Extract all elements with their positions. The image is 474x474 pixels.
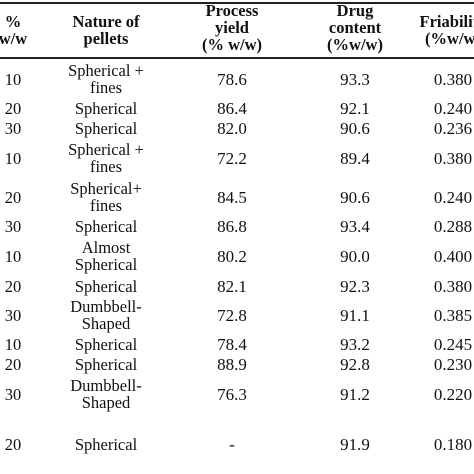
header-percent-ww: % w/w	[0, 12, 28, 48]
table-row: 20 Spherical 82.1 92.3 0.380	[0, 276, 474, 296]
table-row: 10 Spherical + fines 78.6 93.3 0.380	[0, 60, 474, 98]
cell-percent-ww: 30	[4, 384, 22, 404]
cell-percent-ww: 20	[4, 354, 22, 374]
cell-percent-ww: 20	[4, 276, 22, 296]
cell-percent-ww: 20	[4, 98, 22, 118]
cell-friability: 0.230	[433, 354, 473, 374]
cell-process-yield: 82.0	[217, 118, 247, 138]
cell-friability: 0.288	[433, 216, 473, 236]
header-process-yield: Process yield (% w/w)	[201, 0, 263, 54]
cell-nature-of-pellets: Spherical	[74, 276, 138, 296]
cell-friability: 0.220	[433, 384, 473, 404]
cell-friability: 0.400	[433, 246, 473, 266]
cell-nature-of-pellets: Spherical+ fines	[70, 179, 142, 215]
table-row: 10 Spherical 78.4 93.2 0.245	[0, 334, 474, 354]
cell-drug-content: 92.8	[340, 354, 370, 374]
header-nature-of-pellets: Nature of pellets	[72, 12, 140, 48]
cell-drug-content: 90.0	[340, 246, 370, 266]
cell-percent-ww: 10	[4, 246, 22, 266]
cell-drug-content: 93.3	[340, 69, 370, 89]
cell-process-yield: 78.6	[217, 69, 247, 89]
cell-nature-of-pellets: Dumbbell- Shaped	[70, 376, 142, 412]
cell-drug-content: 90.6	[340, 118, 370, 138]
cell-percent-ww: 20	[4, 434, 22, 454]
table-row: 20 Spherical - 91.9 0.180	[0, 414, 474, 474]
cell-drug-content: 89.4	[340, 148, 370, 168]
cell-nature-of-pellets: Spherical	[74, 354, 138, 374]
cell-nature-of-pellets: Almost Spherical	[74, 238, 138, 274]
cell-percent-ww: 10	[4, 334, 22, 354]
table-row: 20 Spherical 88.9 92.8 0.230	[0, 354, 474, 374]
cell-percent-ww: 30	[4, 216, 22, 236]
cell-nature-of-pellets: Spherical + fines	[68, 61, 144, 97]
cell-friability: 0.240	[433, 98, 473, 118]
table-row: 30 Dumbbell- Shaped 76.3 91.2 0.220	[0, 374, 474, 414]
table-row: 30 Spherical 82.0 90.6 0.236	[0, 118, 474, 138]
cell-nature-of-pellets: Spherical	[74, 434, 138, 454]
cell-friability: 0.380	[433, 148, 473, 168]
cell-percent-ww: 30	[4, 118, 22, 138]
table-row: 20 Spherical+ fines 84.5 90.6 0.240	[0, 178, 474, 216]
cell-drug-content: 92.1	[340, 98, 370, 118]
cell-process-yield: -	[229, 434, 235, 454]
cell-friability: 0.180	[433, 434, 473, 454]
table-row: 30 Dumbbell- Shaped 72.8 91.1 0.385	[0, 296, 474, 334]
cell-friability: 0.380	[433, 69, 473, 89]
cell-process-yield: 78.4	[217, 334, 247, 354]
cell-friability: 0.380	[433, 276, 473, 296]
cell-drug-content: 91.2	[340, 384, 370, 404]
header-drug-content: Drug content (%w/w)	[327, 0, 383, 54]
header-friability: Friability (%w/w)	[419, 12, 474, 48]
cell-friability: 0.245	[433, 334, 473, 354]
cell-nature-of-pellets: Dumbbell- Shaped	[70, 297, 142, 333]
table-top-rule	[0, 2, 474, 4]
cell-nature-of-pellets: Spherical	[74, 118, 138, 138]
cell-percent-ww: 20	[4, 187, 22, 207]
cell-friability: 0.236	[433, 118, 473, 138]
cell-drug-content: 93.4	[340, 216, 370, 236]
table-row: 20 Spherical 86.4 92.1 0.240	[0, 98, 474, 118]
cell-nature-of-pellets: Spherical	[74, 334, 138, 354]
cell-process-yield: 86.4	[217, 98, 247, 118]
cell-drug-content: 92.3	[340, 276, 370, 296]
cell-percent-ww: 10	[4, 148, 22, 168]
cell-drug-content: 91.9	[340, 434, 370, 454]
table-row: 10 Almost Spherical 80.2 90.0 0.400	[0, 236, 474, 276]
table-header-rule	[0, 57, 474, 59]
cell-percent-ww: 30	[4, 305, 22, 325]
cell-process-yield: 84.5	[217, 187, 247, 207]
cell-process-yield: 72.2	[217, 148, 247, 168]
cell-process-yield: 80.2	[217, 246, 247, 266]
cell-process-yield: 86.8	[217, 216, 247, 236]
cell-process-yield: 88.9	[217, 354, 247, 374]
cell-percent-ww: 10	[4, 69, 22, 89]
cell-nature-of-pellets: Spherical	[74, 216, 138, 236]
cell-drug-content: 93.2	[340, 334, 370, 354]
table-row: 30 Spherical 86.8 93.4 0.288	[0, 216, 474, 236]
cell-drug-content: 91.1	[340, 305, 370, 325]
cell-nature-of-pellets: Spherical	[74, 98, 138, 118]
cell-drug-content: 90.6	[340, 187, 370, 207]
cell-friability: 0.385	[433, 305, 473, 325]
cell-nature-of-pellets: Spherical + fines	[68, 140, 144, 176]
cell-process-yield: 82.1	[217, 276, 247, 296]
cell-process-yield: 76.3	[217, 384, 247, 404]
cell-friability: 0.240	[433, 187, 473, 207]
table-row: 10 Spherical + fines 72.2 89.4 0.380	[0, 138, 474, 178]
cell-process-yield: 72.8	[217, 305, 247, 325]
